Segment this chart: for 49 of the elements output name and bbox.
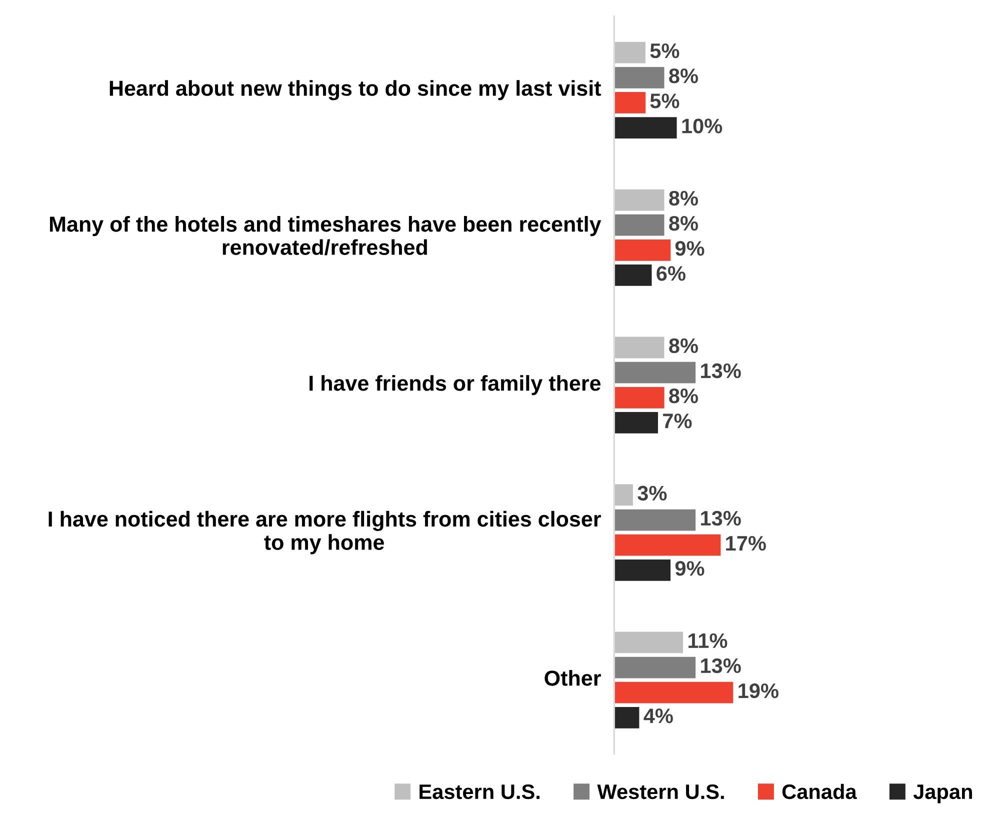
data-label: 6% <box>656 266 686 281</box>
bar <box>614 92 646 114</box>
legend-label: Japan <box>913 784 972 804</box>
data-label: 8% <box>669 216 698 231</box>
data-label: 8% <box>669 68 698 84</box>
data-label: 13% <box>701 510 741 526</box>
bar <box>614 189 664 211</box>
bar <box>614 656 696 678</box>
legend-label: Western U.S. <box>597 784 724 800</box>
bar <box>614 706 640 728</box>
bar <box>614 42 646 64</box>
data-label: 13% <box>701 658 741 674</box>
data-label: 13% <box>701 363 741 378</box>
data-label: 11% <box>688 633 728 648</box>
data-label: 9% <box>675 561 704 576</box>
y-tick-label: I have friends or family there <box>310 375 601 396</box>
data-label: 8% <box>669 388 698 404</box>
data-label: 5% <box>650 43 680 58</box>
bar <box>614 682 734 704</box>
bar <box>614 336 664 358</box>
data-label: 8% <box>669 338 698 354</box>
bar <box>614 386 664 408</box>
bar <box>614 264 652 286</box>
data-label: 5% <box>650 94 680 108</box>
bar <box>614 632 684 654</box>
legend-label: Eastern U.S. <box>420 784 540 800</box>
bar <box>614 362 696 384</box>
bar <box>614 509 696 531</box>
bar <box>614 214 664 236</box>
data-label: 3% <box>638 486 667 501</box>
legend-label: Canada <box>782 784 857 800</box>
bar <box>614 534 721 556</box>
y-tick-label: Other <box>544 670 601 686</box>
data-label: 19% <box>738 683 778 698</box>
data-label: 4% <box>644 708 673 724</box>
bar <box>614 66 664 88</box>
bar <box>614 412 658 434</box>
data-label: 7% <box>663 414 692 428</box>
data-label: 8% <box>669 190 698 206</box>
y-tick-label: Heard about new things to do since my last visit <box>110 80 602 100</box>
data-label: 17% <box>726 536 766 551</box>
data-label: 9% <box>675 241 704 256</box>
bar <box>614 239 671 261</box>
data-label: 10% <box>682 118 722 134</box>
bar <box>614 117 677 138</box>
bar <box>614 559 671 581</box>
y-tick-label: Many of the hotels and timeshares have been recently renovated/refreshed <box>50 216 602 256</box>
bar <box>614 484 633 506</box>
y-tick-label: I have noticed there are more flights from cities closer to my home <box>48 510 601 554</box>
